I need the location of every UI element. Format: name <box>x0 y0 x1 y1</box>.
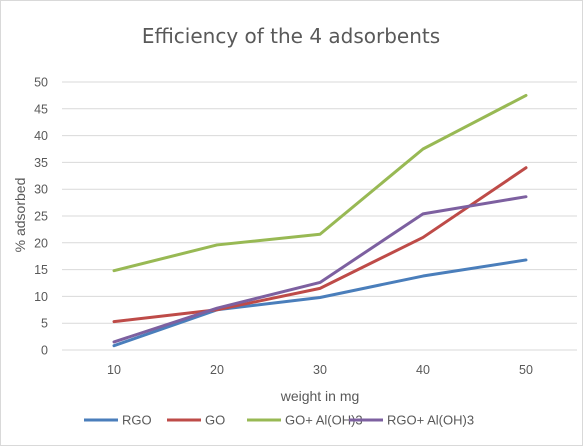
y-tick-label: 15 <box>34 263 48 277</box>
series-line <box>112 195 528 344</box>
series-line <box>112 258 528 348</box>
x-axis-label: weight in mg <box>280 388 360 404</box>
legend-label: GO <box>205 413 225 428</box>
y-tick-label: 25 <box>34 210 48 224</box>
legend-label: RGO <box>122 413 152 428</box>
legend-label: RGO+ Al(OH)3 <box>387 413 474 428</box>
x-tick-label: 20 <box>210 363 224 377</box>
y-tick-labels: 0 5 10 15 20 25 30 35 40 45 50 <box>34 76 48 358</box>
series-line <box>112 166 528 324</box>
x-tick-label: 10 <box>107 363 121 377</box>
series-line <box>112 93 528 273</box>
y-tick-label: 10 <box>34 290 48 304</box>
y-tick-label: 50 <box>34 76 48 90</box>
y-tick-label: 45 <box>34 102 48 116</box>
legend: RGO GO GO+ Al(OH)3 RGO+ Al(OH)3 <box>84 413 474 428</box>
x-tick-label: 40 <box>416 363 430 377</box>
gridlines <box>62 81 577 351</box>
y-axis-label: % adsorbed <box>12 178 28 253</box>
y-tick-label: 5 <box>41 317 48 331</box>
x-tick-labels: 10 20 30 40 50 <box>107 363 533 377</box>
series-lines <box>112 93 528 348</box>
y-tick-label: 40 <box>34 129 48 143</box>
x-tick-label: 30 <box>313 363 327 377</box>
legend-label: GO+ Al(OH)3 <box>285 413 363 428</box>
y-tick-label: 20 <box>34 236 48 250</box>
y-tick-label: 0 <box>41 344 48 358</box>
y-tick-label: 35 <box>34 156 48 170</box>
y-tick-label: 30 <box>34 183 48 197</box>
chart-title: Efficiency of the 4 adsorbents <box>142 24 440 48</box>
x-tick-label: 50 <box>519 363 533 377</box>
